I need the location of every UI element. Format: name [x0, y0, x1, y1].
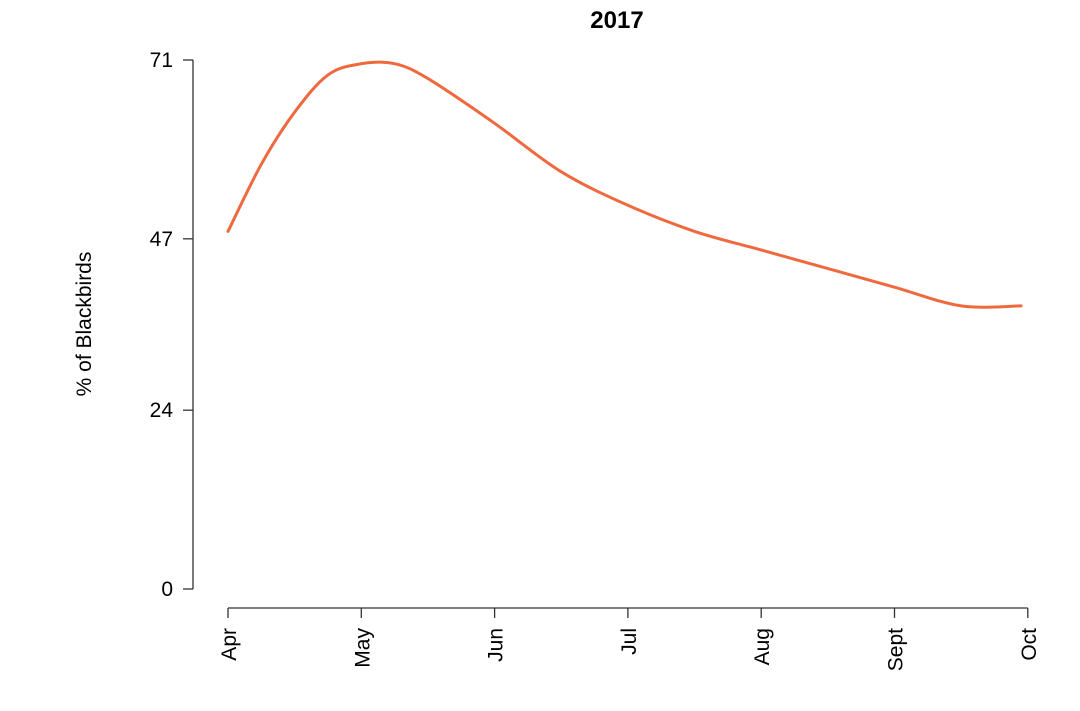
- y-tick-label: 71: [150, 49, 173, 72]
- x-tick-label: Jul: [618, 628, 641, 655]
- series-line: [226, 60, 1023, 309]
- x-tick-label: Jun: [485, 628, 508, 662]
- y-tick-label: 47: [150, 228, 173, 251]
- plot-area: [226, 60, 1023, 309]
- x-tick-label: Aug: [751, 628, 774, 665]
- x-tick-label: Sept: [885, 628, 908, 671]
- x-axis: Apr May Jun Jul Aug Sept Oct: [218, 607, 1041, 671]
- x-tick-label: May: [351, 628, 374, 668]
- x-tick-label: Oct: [1018, 628, 1041, 661]
- chart-title: 2017: [590, 7, 643, 34]
- y-tick-label: 24: [150, 399, 174, 422]
- y-tick-label: 0: [161, 578, 173, 601]
- x-tick-label: Apr: [218, 628, 241, 661]
- y-axis: 71 47 24 0: [150, 49, 194, 601]
- y-axis-label: % of Blackbirds: [73, 252, 96, 397]
